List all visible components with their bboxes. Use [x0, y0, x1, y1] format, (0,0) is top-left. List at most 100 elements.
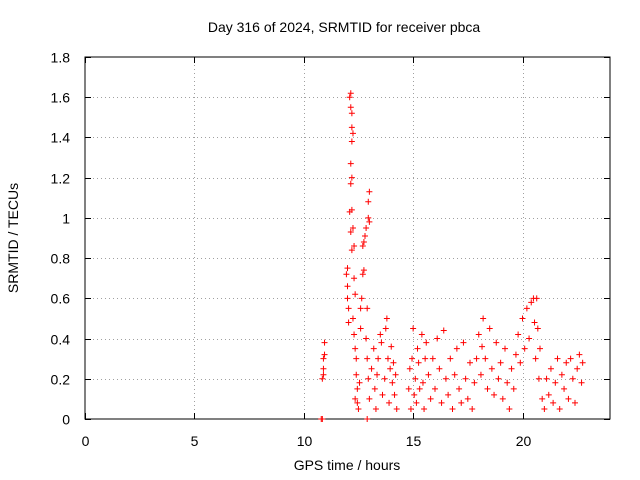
data-point: [345, 319, 352, 326]
data-point: [460, 339, 467, 346]
plot-frame: [84, 56, 611, 420]
data-point: [377, 331, 384, 338]
data-point: [502, 345, 508, 352]
data-point: [366, 218, 373, 225]
data-point: [567, 355, 574, 362]
data-point: [416, 385, 423, 392]
data-point: [346, 94, 353, 101]
data-point: [371, 385, 378, 392]
data-point: [521, 345, 528, 352]
x-tick-label: 0: [82, 433, 90, 449]
axis-ticks: 0 0.2 0.4 0.6 0.8 1 1.2 1.4 1.6 1.8 0 5 10 15 20: [51, 50, 610, 449]
data-point: [344, 283, 351, 290]
data-point: [545, 391, 552, 398]
data-point: [453, 345, 460, 352]
data-point: [364, 355, 371, 362]
data-point: [532, 355, 539, 362]
data-point: [353, 371, 360, 378]
data-point: [495, 375, 502, 382]
x-tick-label: 5: [191, 433, 199, 449]
data-point: [379, 391, 386, 398]
data-point: [563, 359, 570, 366]
data-point: [543, 375, 550, 382]
data-point: [413, 399, 420, 406]
data-point: [528, 299, 535, 306]
data-point: [508, 365, 515, 372]
data-point: [512, 351, 519, 358]
data-point: [375, 355, 382, 362]
data-point: [348, 138, 355, 145]
grid-lines: [85, 57, 610, 419]
data-point: [344, 295, 351, 302]
data-point: [352, 345, 359, 352]
data-point: [357, 305, 364, 312]
data-point: [574, 365, 581, 372]
data-point: [383, 315, 390, 322]
data-point: [393, 405, 400, 412]
data-point: [348, 247, 355, 254]
data-point: [320, 365, 327, 372]
data-point: [344, 265, 351, 272]
data-point: [360, 239, 367, 246]
data-point: [526, 335, 533, 342]
y-tick-label: 0.6: [51, 291, 71, 307]
data-point: [438, 399, 445, 406]
data-point: [480, 315, 487, 322]
data-point: [510, 385, 517, 392]
data-point: [386, 399, 393, 406]
data-point: [407, 405, 414, 412]
data-point: [348, 124, 355, 131]
data-point: [343, 271, 350, 278]
data-point: [419, 379, 426, 386]
data-point: [319, 416, 326, 422]
data-point: [506, 405, 513, 412]
data-point: [368, 365, 375, 372]
data-point: [366, 395, 373, 402]
data-point: [351, 331, 358, 338]
data-point: [381, 375, 388, 382]
data-point: [504, 379, 511, 386]
data-point: [348, 174, 355, 181]
data-point: [352, 395, 359, 402]
data-point: [531, 319, 538, 326]
data-point: [363, 224, 370, 231]
data-point: [556, 405, 563, 412]
data-point: [421, 405, 428, 412]
data-point: [360, 267, 367, 274]
data-point: [348, 206, 355, 213]
data-point: [378, 339, 385, 346]
data-point: [533, 295, 540, 302]
data-point: [347, 90, 354, 97]
data-point: [579, 359, 586, 366]
data-point: [347, 104, 354, 111]
data-point: [352, 291, 359, 298]
data-point: [539, 395, 546, 402]
data-point: [554, 355, 561, 362]
data-point: [436, 365, 443, 372]
data-point: [425, 371, 432, 378]
data-point: [451, 371, 458, 378]
data-point: [537, 345, 543, 352]
data-point: [355, 405, 362, 412]
data-point: [354, 399, 361, 406]
data-point: [321, 339, 328, 346]
data-point: [535, 375, 542, 382]
data-point: [412, 375, 419, 382]
data-point: [415, 359, 422, 366]
data-point: [427, 395, 434, 402]
data-point: [515, 331, 522, 338]
data-point: [449, 405, 456, 412]
data-point: [440, 327, 447, 334]
data-point: [467, 359, 473, 366]
data-point: [347, 160, 354, 167]
data-point: [363, 335, 370, 342]
data-point: [517, 359, 524, 366]
data-point: [364, 416, 371, 422]
y-tick-label: 0.2: [51, 372, 71, 388]
x-tick-label: 15: [406, 433, 422, 449]
data-point: [349, 224, 356, 231]
data-point: [486, 325, 493, 332]
data-point: [418, 331, 425, 338]
data-point: [356, 379, 363, 386]
data-point: [541, 405, 548, 412]
